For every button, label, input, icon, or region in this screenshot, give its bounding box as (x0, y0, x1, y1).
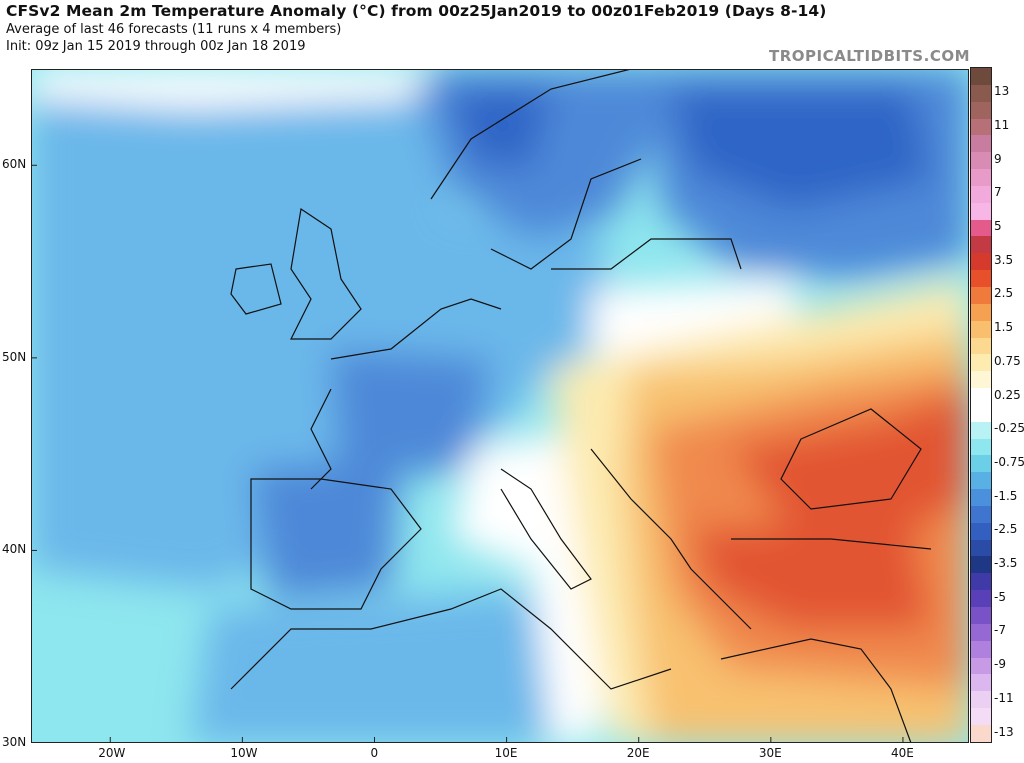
cold-france (331, 349, 491, 479)
colorbar-cell (971, 590, 991, 607)
colorbar-cell (971, 421, 991, 439)
colorbar-cell (971, 185, 991, 203)
lat-label: 40N (2, 542, 27, 557)
cold-strong-north (451, 89, 551, 169)
colorbar-label: -9 (994, 657, 1006, 672)
hot-black-sea (731, 389, 969, 529)
colorbar-cell (971, 691, 991, 709)
colorbar (970, 67, 992, 743)
colorbar-cell (971, 556, 991, 574)
colorbar-label: 11 (994, 117, 1010, 132)
map-subtitle-ensemble: Average of last 46 forecasts (11 runs x … (6, 22, 342, 37)
colorbar-label: 1.5 (994, 320, 1014, 335)
colorbar-cell (971, 657, 991, 675)
colorbar-cell (971, 522, 991, 540)
colorbar-cell (971, 202, 991, 220)
colorbar-label: -2.5 (994, 522, 1018, 537)
coast-balkans-greece (590, 448, 752, 630)
lon-label: 10W (230, 746, 258, 760)
colorbar-label: 9 (994, 151, 1002, 166)
colorbar-label: -7 (994, 623, 1006, 638)
colorbar-cell (971, 219, 991, 237)
colorbar-cell (971, 101, 991, 119)
colorbar-cell (971, 354, 991, 372)
lat-label: 60N (2, 157, 27, 172)
colorbar-label: -13 (994, 724, 1014, 739)
lon-label: 20E (626, 746, 650, 760)
cold-strong-russia (671, 89, 931, 209)
colorbar-cell (971, 152, 991, 170)
colorbar-cell (971, 135, 991, 153)
lat-label: 30N (2, 735, 27, 749)
coast-britain (290, 207, 362, 340)
hot-turkey (691, 519, 931, 629)
lon-label: 0 (370, 746, 379, 760)
colorbar-label: -5 (994, 589, 1006, 604)
colorbar-cell (971, 539, 991, 557)
colorbar-cell (971, 68, 991, 85)
colorbar-cell (971, 708, 991, 725)
lon-label: 40E (890, 746, 914, 760)
colorbar-label: 2.5 (994, 286, 1014, 301)
colorbar-cell (971, 438, 991, 456)
axis-ticks (31, 164, 904, 743)
coast-turkey-levant (720, 538, 932, 743)
colorbar-label: -3.5 (994, 556, 1018, 571)
colorbar-label: -0.25 (994, 421, 1024, 436)
coast-iberia (250, 478, 422, 610)
cool-atlantic (31, 69, 631, 589)
lon-label: 20W (98, 746, 126, 760)
lat-label: 50N (2, 349, 27, 364)
coast-italy (500, 468, 592, 590)
coast-baltic (551, 238, 742, 270)
colorbar-cell (971, 236, 991, 254)
map-title: CFSv2 Mean 2m Temperature Anomaly (°C) f… (6, 2, 827, 20)
colorbar-label: 3.5 (994, 252, 1014, 267)
colorbar-cell (971, 286, 991, 304)
cold-iberia (251, 459, 401, 599)
colorbar-cell (971, 270, 991, 287)
colorbar-label: -1.5 (994, 488, 1018, 503)
colorbar-cell (971, 320, 991, 338)
coastlines (230, 69, 932, 743)
colorbar-label: 5 (994, 219, 1002, 234)
lon-label: 10E (494, 746, 518, 760)
colorbar-cell (971, 84, 991, 102)
colorbar-label: 0.25 (994, 387, 1021, 402)
cool-africa (191, 589, 591, 743)
colorbar-label: 13 (994, 84, 1010, 99)
colorbar-cell (971, 404, 991, 422)
colorbar-cell (971, 118, 991, 136)
map-subtitle-init: Init: 09z Jan 15 2019 through 00z Jan 18… (6, 39, 306, 54)
colorbar-cell (971, 371, 991, 389)
colorbar-cell (971, 455, 991, 473)
colorbar-cell (971, 472, 991, 490)
colorbar-cell (971, 253, 991, 271)
colorbar-cell (971, 640, 991, 658)
colorbar-cell (971, 573, 991, 591)
colorbar-cell (971, 169, 991, 186)
neutral-north-strip (31, 69, 431, 109)
colorbar-cell (971, 724, 991, 742)
colorbar-label: -11 (994, 690, 1014, 705)
colorbar-cell (971, 489, 991, 506)
brand-watermark: TROPICALTIDBITS.COM (769, 47, 970, 65)
anomaly-map (31, 69, 969, 743)
coast-black-sea (780, 408, 922, 510)
colorbar-cell (971, 623, 991, 641)
colorbar-label: 0.75 (994, 353, 1021, 368)
colorbar-cell (971, 303, 991, 321)
header: CFSv2 Mean 2m Temperature Anomaly (°C) f… (6, 2, 826, 54)
colorbar-label: 7 (994, 185, 1002, 200)
lon-label: 30E (758, 746, 782, 760)
colorbar-cell (971, 388, 991, 405)
colorbar-cell (971, 505, 991, 523)
coast-scandinavia (430, 69, 642, 270)
coast-ireland (230, 263, 282, 315)
colorbar-cell (971, 337, 991, 355)
colorbar-cell (971, 674, 991, 692)
colorbar-cell (971, 607, 991, 624)
coast-north-africa (230, 588, 672, 690)
colorbar-label: -0.75 (994, 454, 1024, 469)
